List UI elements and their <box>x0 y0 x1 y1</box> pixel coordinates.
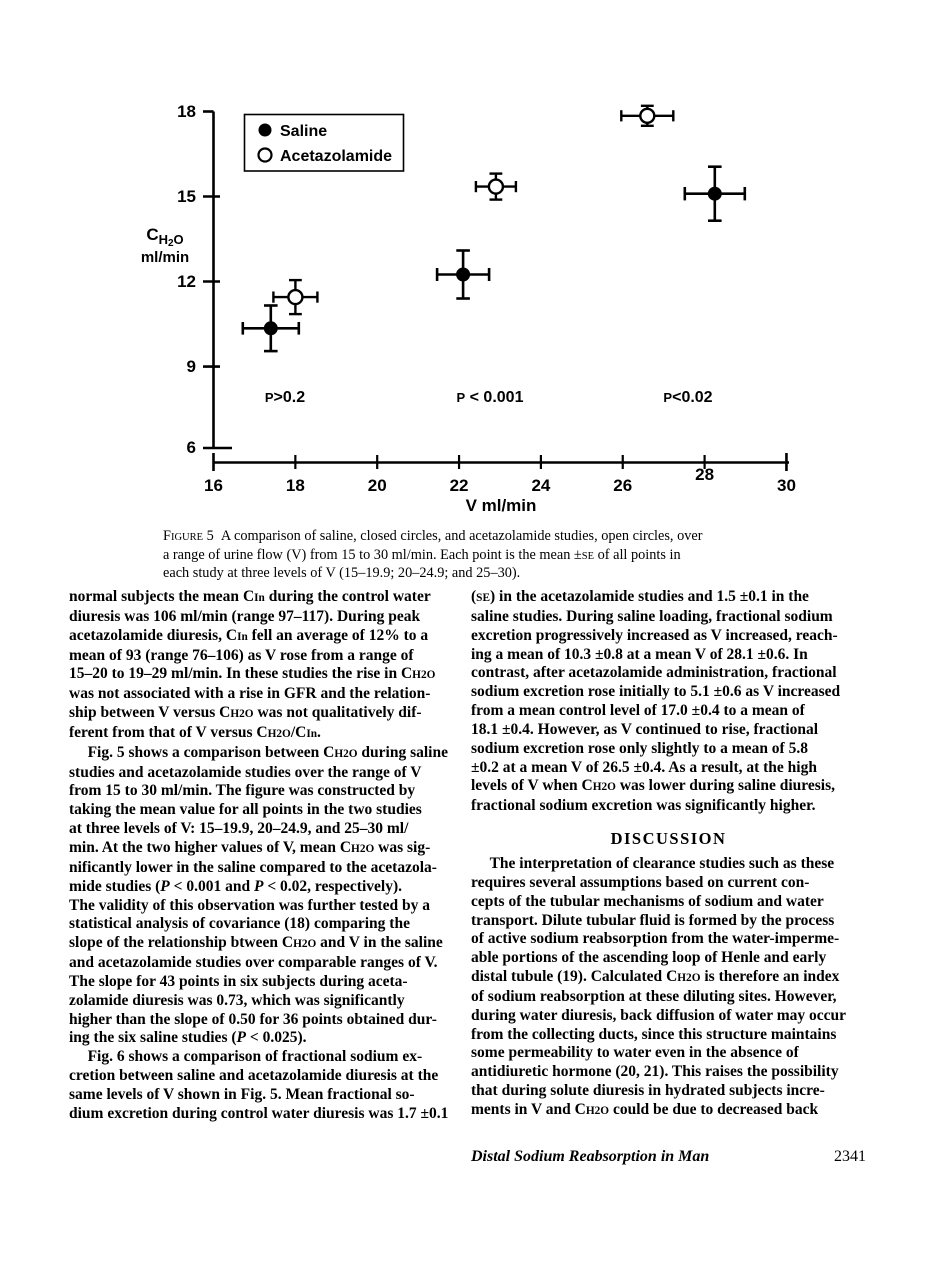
svg-text:Acetazolamide: Acetazolamide <box>280 148 392 165</box>
svg-text:18: 18 <box>177 102 196 121</box>
svg-text:28: 28 <box>695 465 714 484</box>
svg-text:P>0.2: P>0.2 <box>265 389 305 406</box>
svg-text:30: 30 <box>777 476 796 495</box>
svg-text:6: 6 <box>187 438 196 457</box>
svg-text:P < 0.001: P < 0.001 <box>457 389 524 406</box>
svg-text:18: 18 <box>286 476 305 495</box>
svg-text:Saline: Saline <box>280 123 327 140</box>
svg-text:9: 9 <box>187 357 196 376</box>
svg-text:ml/min: ml/min <box>141 249 189 266</box>
svg-text:CH2O: CH2O <box>146 225 183 249</box>
svg-text:V ml/min: V ml/min <box>466 496 537 515</box>
svg-text:16: 16 <box>204 476 223 495</box>
svg-text:24: 24 <box>531 476 550 495</box>
svg-text:15: 15 <box>177 187 196 206</box>
svg-text:22: 22 <box>450 476 469 495</box>
svg-text:12: 12 <box>177 272 196 291</box>
svg-text:26: 26 <box>613 476 632 495</box>
svg-text:20: 20 <box>368 476 387 495</box>
svg-text:P<0.02: P<0.02 <box>663 389 712 406</box>
